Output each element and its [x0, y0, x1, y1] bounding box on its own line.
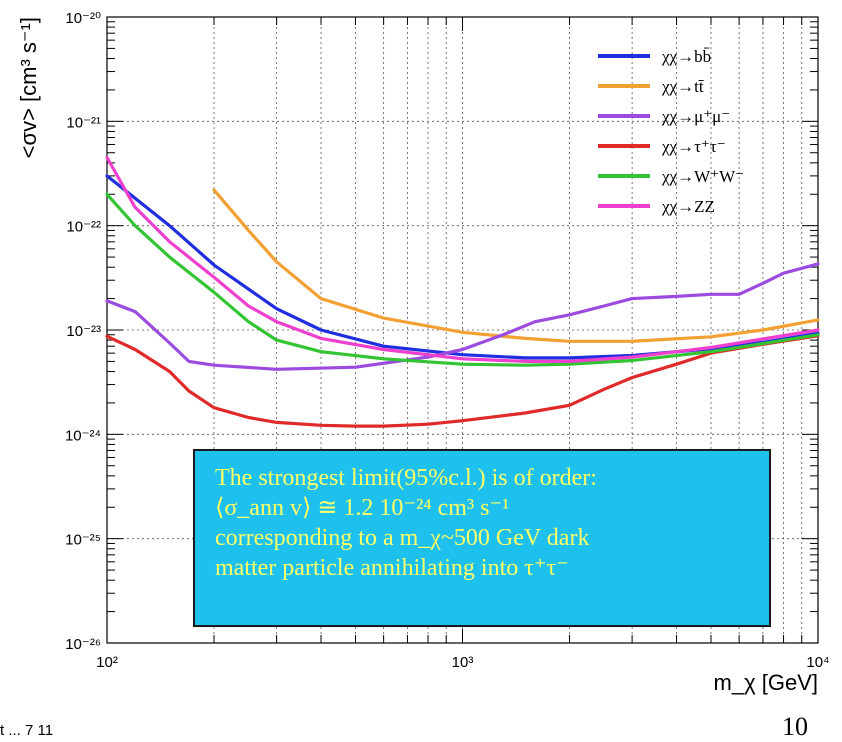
legend-label: χχ→ZZ [661, 197, 715, 216]
legend: χχ→bb̄ χχ→tt̄ χχ→μ⁺μ⁻ χχ→τ⁺τ⁻ χχ→W⁺W⁻ χχ→ZZ [598, 47, 744, 216]
y-axis-label: <σv> [cm³ s⁻¹] [16, 17, 41, 158]
y-tick-label: 10⁻²³ [66, 323, 101, 340]
axis-ticks: 10² 10³ 10⁴ 10⁻²⁶ 10⁻²⁵ 10⁻²⁴ 10⁻²³ 10⁻²² 10⁻²¹ 1… [65, 10, 830, 671]
footer-fragment: t ... 7 11 [0, 722, 54, 739]
legend-label: χχ→μ⁺μ⁻ [661, 107, 730, 126]
legend-label: χχ→W⁺W⁻ [661, 167, 744, 186]
annotation-line-1: The strongest limit(95%c.l.) is of order… [215, 465, 597, 491]
series-line [212, 188, 820, 343]
y-tick-label: 10⁻²⁴ [65, 427, 101, 444]
page-number: 10 [782, 712, 808, 741]
x-tick-label: 10⁴ [806, 654, 829, 671]
x-axis-label: m_χ [GeV] [714, 670, 818, 695]
series-group [105, 155, 820, 428]
y-tick-label: 10⁻²¹ [66, 114, 101, 131]
legend-label: χχ→tt̄ [661, 77, 704, 96]
x-tick-label: 10² [96, 654, 118, 671]
legend-label: χχ→bb̄ [661, 47, 711, 66]
series-line [105, 192, 820, 367]
series-line [105, 334, 820, 428]
annotation-box: The strongest limit(95%c.l.) is of order… [193, 449, 771, 627]
x-tick-label: 10³ [452, 654, 474, 671]
y-tick-label: 10⁻²⁰ [65, 10, 101, 27]
legend-label: χχ→τ⁺τ⁻ [661, 137, 726, 156]
y-tick-label: 10⁻²² [66, 219, 101, 236]
series-line [105, 262, 820, 371]
annotation-line-4: matter particle annihilating into τ⁺τ⁻ [215, 555, 569, 581]
series-line [105, 155, 820, 363]
annotation-line-2: ⟨σ_ann v⟩ ≅ 1.2 10⁻²⁴ cm³ s⁻¹ [215, 495, 510, 521]
axis-labels: m_χ [GeV] <σv> [cm³ s⁻¹] [16, 17, 818, 695]
annotation-line-3: corresponding to a m_χ~500 GeV dark [215, 525, 590, 551]
y-tick-label: 10⁻²⁶ [65, 636, 101, 653]
y-tick-label: 10⁻²⁵ [65, 532, 101, 549]
